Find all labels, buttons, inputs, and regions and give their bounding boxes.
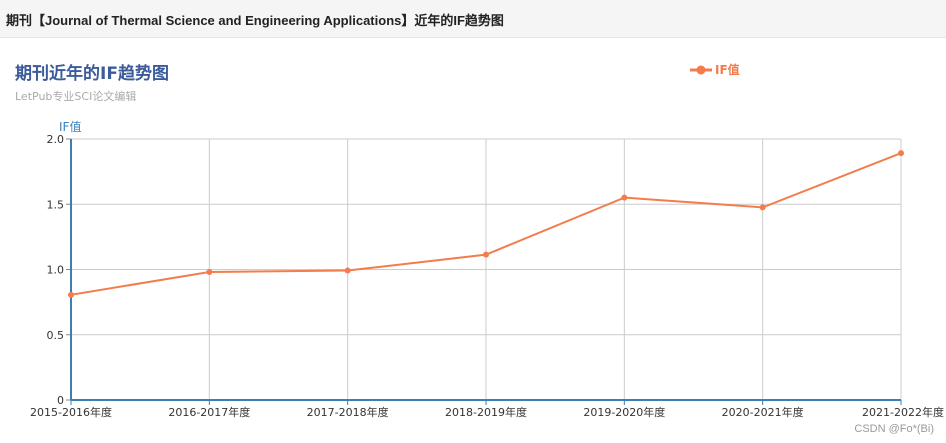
y-tick-label: 2.0 bbox=[47, 133, 65, 146]
axes bbox=[66, 138, 902, 405]
y-axis-label: IF值 bbox=[59, 119, 81, 134]
chart-subtitle: LetPub专业SCI论文编辑 bbox=[15, 89, 136, 103]
legend-label: IF值 bbox=[715, 62, 740, 77]
x-tick-labels: 2015-2016年度 2016-2017年度 2017-2018年度 2018-20… bbox=[30, 405, 944, 419]
grid bbox=[71, 138, 902, 400]
x-tick-label: 2018-2019年度 bbox=[445, 405, 527, 419]
data-point[interactable] bbox=[344, 267, 351, 274]
data-point[interactable] bbox=[206, 268, 213, 275]
x-tick-label: 2016-2017年度 bbox=[168, 405, 250, 419]
y-tick-label: 0 bbox=[57, 394, 64, 407]
y-tick-label: 1.0 bbox=[47, 264, 65, 277]
legend[interactable]: IF值 bbox=[690, 62, 740, 77]
y-tick-label: 0.5 bbox=[47, 329, 65, 342]
watermark: CSDN @Fo*(Bi) bbox=[854, 423, 934, 435]
x-tick-label: 2021-2022年度 bbox=[862, 405, 944, 419]
legend-marker bbox=[696, 65, 706, 75]
chart-title: 期刊近年的IF趋势图 bbox=[15, 63, 169, 84]
x-tick-label: 2015-2016年度 bbox=[30, 405, 112, 419]
series-if bbox=[68, 150, 904, 298]
y-tick-labels: 0 0.5 1.0 1.5 2.0 bbox=[47, 133, 65, 407]
data-point[interactable] bbox=[68, 291, 74, 298]
if-trend-chart: 期刊近年的IF趋势图 LetPub专业SCI论文编辑 IF值 IF值 0 0.5 1… bbox=[15, 62, 944, 419]
page-title: 期刊【Journal of Thermal Science and Engine… bbox=[6, 13, 504, 28]
data-point[interactable] bbox=[621, 194, 628, 201]
x-tick-label: 2020-2021年度 bbox=[722, 405, 804, 419]
page-header: 期刊【Journal of Thermal Science and Engine… bbox=[0, 0, 946, 38]
data-point[interactable] bbox=[759, 204, 766, 211]
x-tick-label: 2017-2018年度 bbox=[307, 405, 389, 419]
x-tick-label: 2019-2020年度 bbox=[583, 405, 665, 419]
data-point[interactable] bbox=[483, 251, 489, 258]
y-tick-label: 1.5 bbox=[47, 198, 65, 211]
data-point[interactable] bbox=[898, 150, 904, 157]
